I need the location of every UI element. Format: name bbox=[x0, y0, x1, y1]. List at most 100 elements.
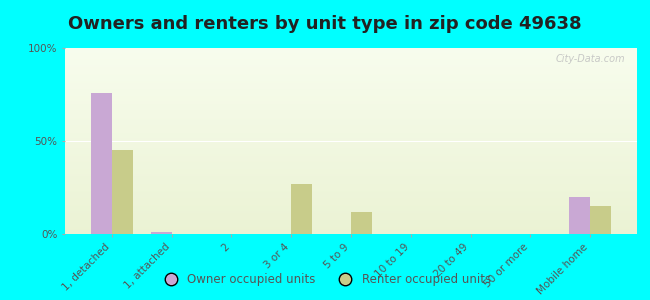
Bar bbox=[65, 192, 637, 193]
Bar bbox=[65, 221, 637, 222]
Bar bbox=[65, 90, 637, 91]
Bar bbox=[65, 96, 637, 97]
Bar bbox=[65, 233, 637, 234]
Bar bbox=[65, 208, 637, 209]
Bar bbox=[65, 170, 637, 171]
Bar bbox=[65, 199, 637, 200]
Bar bbox=[65, 102, 637, 103]
Bar bbox=[65, 200, 637, 202]
Bar bbox=[569, 197, 590, 234]
Bar bbox=[65, 60, 637, 61]
Bar bbox=[65, 100, 637, 101]
Bar bbox=[65, 143, 637, 144]
Bar bbox=[65, 216, 637, 217]
Bar bbox=[65, 80, 637, 82]
Bar bbox=[65, 204, 637, 205]
Bar bbox=[65, 183, 637, 184]
Bar bbox=[65, 82, 637, 83]
Bar bbox=[65, 140, 637, 141]
Bar bbox=[65, 118, 637, 119]
Bar bbox=[65, 213, 637, 214]
Bar bbox=[351, 212, 372, 234]
Bar bbox=[65, 225, 637, 226]
Bar bbox=[65, 86, 637, 87]
Bar bbox=[65, 175, 637, 176]
Bar bbox=[65, 145, 637, 146]
Bar bbox=[65, 114, 637, 115]
Bar bbox=[65, 171, 637, 172]
Bar bbox=[291, 184, 312, 234]
Bar bbox=[65, 211, 637, 212]
Bar bbox=[65, 57, 637, 58]
Bar bbox=[65, 179, 637, 180]
Bar bbox=[65, 59, 637, 60]
Bar bbox=[65, 219, 637, 220]
Bar bbox=[65, 89, 637, 90]
Bar bbox=[65, 72, 637, 73]
Bar bbox=[65, 51, 637, 52]
Bar bbox=[65, 217, 637, 218]
Bar bbox=[65, 92, 637, 93]
Bar bbox=[65, 75, 637, 76]
Bar bbox=[65, 84, 637, 85]
Bar bbox=[65, 202, 637, 203]
Bar bbox=[65, 178, 637, 179]
Bar bbox=[65, 68, 637, 69]
Bar bbox=[65, 184, 637, 185]
Bar bbox=[65, 61, 637, 62]
Bar bbox=[65, 70, 637, 71]
Bar bbox=[65, 160, 637, 161]
Bar bbox=[65, 48, 637, 49]
Bar bbox=[65, 115, 637, 116]
Bar bbox=[65, 82, 637, 83]
Bar bbox=[65, 67, 637, 68]
Bar bbox=[65, 64, 637, 65]
Bar bbox=[65, 124, 637, 125]
Bar bbox=[65, 55, 637, 56]
Bar bbox=[65, 182, 637, 183]
Bar bbox=[65, 71, 637, 72]
Bar bbox=[65, 203, 637, 204]
Bar bbox=[65, 85, 637, 86]
Bar bbox=[65, 206, 637, 207]
Bar bbox=[91, 93, 112, 234]
Bar bbox=[65, 120, 637, 121]
Bar bbox=[65, 214, 637, 215]
Bar bbox=[65, 177, 637, 178]
Bar bbox=[65, 196, 637, 197]
Bar bbox=[65, 58, 637, 59]
Bar bbox=[590, 206, 611, 234]
Bar bbox=[65, 133, 637, 134]
Bar bbox=[65, 108, 637, 110]
Bar bbox=[65, 223, 637, 224]
Bar bbox=[65, 222, 637, 223]
Bar bbox=[65, 188, 637, 189]
Bar bbox=[65, 121, 637, 122]
Bar bbox=[65, 83, 637, 84]
Bar bbox=[65, 152, 637, 153]
Bar bbox=[65, 73, 637, 74]
Bar bbox=[65, 168, 637, 169]
Bar bbox=[65, 161, 637, 162]
Bar bbox=[65, 230, 637, 231]
Bar bbox=[65, 116, 637, 117]
Bar bbox=[65, 107, 637, 108]
Bar bbox=[65, 210, 637, 211]
Bar bbox=[65, 87, 637, 88]
Bar bbox=[65, 146, 637, 147]
Bar bbox=[65, 193, 637, 194]
Bar bbox=[65, 232, 637, 233]
Bar bbox=[65, 148, 637, 149]
Bar bbox=[65, 77, 637, 78]
Bar bbox=[65, 130, 637, 131]
Bar bbox=[65, 181, 637, 182]
Bar bbox=[65, 153, 637, 154]
Bar bbox=[65, 202, 637, 203]
Bar bbox=[65, 156, 637, 157]
Bar bbox=[65, 141, 637, 142]
Bar bbox=[65, 101, 637, 102]
Bar bbox=[65, 52, 637, 54]
Bar bbox=[65, 131, 637, 132]
Bar bbox=[65, 134, 637, 135]
Bar bbox=[65, 150, 637, 151]
